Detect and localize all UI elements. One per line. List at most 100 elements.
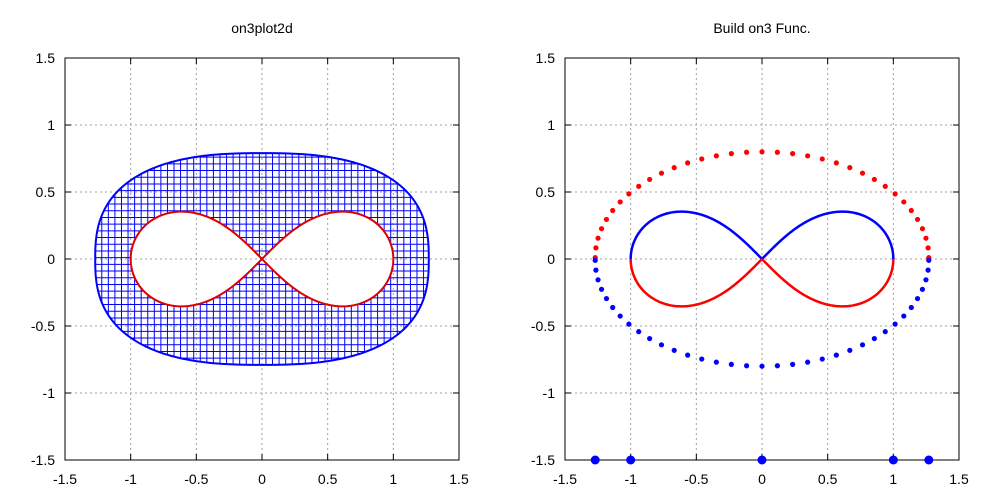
ellipse-upper-point bbox=[759, 149, 765, 155]
axis-marker-point bbox=[757, 455, 767, 465]
ellipse-upper-point bbox=[744, 149, 750, 155]
x-tick-label: 0.5 bbox=[318, 471, 338, 487]
axis-marker-point bbox=[888, 455, 898, 465]
x-tick-label: -0.5 bbox=[684, 471, 708, 487]
ellipse-lower-point bbox=[658, 342, 665, 348]
y-tick-label: 1 bbox=[547, 117, 555, 133]
ellipse-upper-point bbox=[805, 153, 811, 159]
ellipse-upper-point bbox=[626, 191, 632, 197]
ellipse-lower-point bbox=[908, 304, 914, 311]
axis-markers-series bbox=[590, 455, 934, 465]
ellipse-lower-point bbox=[759, 363, 765, 369]
ellipse-lower-point bbox=[595, 277, 601, 283]
y-tick-label: 0 bbox=[47, 251, 55, 267]
ellipse-lower-point bbox=[610, 304, 616, 311]
ellipse-upper-point bbox=[790, 151, 796, 157]
x-tick-label: -0.5 bbox=[184, 471, 208, 487]
lemniscate-curve bbox=[129, 210, 395, 308]
y-tick-label: -0.5 bbox=[531, 318, 555, 334]
ellipse-upper-point bbox=[901, 199, 907, 205]
mesh-boundary bbox=[94, 152, 430, 366]
ellipse-lower-point bbox=[647, 335, 653, 342]
ellipse-upper-point bbox=[914, 216, 921, 223]
axis-marker-point bbox=[590, 455, 600, 465]
ellipse-lower-point bbox=[626, 321, 632, 327]
x-tick-label: -1 bbox=[124, 471, 137, 487]
x-tick-label: 0.5 bbox=[818, 471, 838, 487]
x-tick-label: -1.5 bbox=[553, 471, 577, 487]
ellipse-upper-point bbox=[610, 207, 616, 214]
right-chart-panel: Build on3 Func. -1.5 -1 -0.5 0 0.5 1 1.5 -1.5 -1 -… bbox=[531, 20, 969, 487]
x-tick-label: 0 bbox=[758, 471, 766, 487]
x-tick-label: 1.5 bbox=[449, 471, 469, 487]
x-tick-label: -1.5 bbox=[53, 471, 77, 487]
ellipse-lower-point bbox=[859, 342, 866, 348]
chart-title: Build on3 Func. bbox=[713, 20, 810, 36]
lemniscate-lower-right bbox=[761, 258, 895, 308]
lemniscate-upper-right bbox=[761, 210, 895, 260]
y-tick-label: 0.5 bbox=[36, 184, 56, 200]
ellipse-lower-point bbox=[805, 359, 811, 365]
x-tick-label: 1.5 bbox=[949, 471, 969, 487]
ellipse-upper-point bbox=[833, 160, 839, 166]
ellipse-upper-point bbox=[919, 226, 926, 232]
ellipse-lower-point bbox=[919, 286, 926, 292]
ellipse-lower-point bbox=[685, 352, 691, 358]
y-tick-label: 1.5 bbox=[36, 50, 56, 66]
ellipse-upper-point bbox=[617, 199, 623, 205]
y-tick-label: 0.5 bbox=[536, 184, 556, 200]
ellipse-lower-point bbox=[926, 257, 932, 263]
y-tick-label: 0 bbox=[547, 251, 555, 267]
ellipse-upper-point bbox=[598, 226, 605, 232]
ellipse-lower-point bbox=[882, 329, 888, 335]
ellipse-lower-point bbox=[636, 329, 642, 335]
ellipse-upper-point bbox=[774, 149, 780, 155]
ellipse-lower-point bbox=[744, 363, 750, 369]
ellipse-upper-point bbox=[728, 151, 734, 157]
ellipse-lower-series bbox=[592, 257, 932, 369]
ellipse-lower-point bbox=[833, 352, 839, 358]
ellipse-upper-point bbox=[593, 245, 599, 251]
y-tick-label: 1 bbox=[47, 117, 55, 133]
ellipse-upper-point bbox=[636, 183, 642, 189]
ellipse-lower-point bbox=[728, 361, 734, 367]
ellipse-upper-point bbox=[925, 245, 931, 251]
chart-title: on3plot2d bbox=[231, 20, 293, 36]
plot-frame bbox=[64, 57, 460, 461]
ellipse-upper-point bbox=[699, 156, 705, 162]
x-tick-label: 0 bbox=[258, 471, 266, 487]
ellipse-lower-point bbox=[923, 277, 929, 283]
ellipse-upper-point bbox=[859, 170, 866, 176]
ellipse-upper-point bbox=[871, 176, 877, 183]
ellipse-lower-point bbox=[593, 267, 599, 273]
axis-marker-point bbox=[924, 455, 934, 465]
ellipse-lower-point bbox=[598, 286, 605, 292]
ellipse-lower-point bbox=[847, 347, 853, 353]
y-tick-label: -1 bbox=[543, 385, 556, 401]
ellipse-lower-point bbox=[819, 356, 825, 362]
left-chart-panel: on3plot2d -1.5 -1 -0.5 0 0.5 1 1.5 -1.5 -1 -0.5 0 0.… bbox=[31, 20, 469, 487]
y-tick-label: 1.5 bbox=[536, 50, 556, 66]
x-tick-label: 1 bbox=[889, 471, 897, 487]
ellipse-upper-point bbox=[685, 160, 691, 166]
ellipse-lower-point bbox=[790, 361, 796, 367]
ellipse-upper-point bbox=[882, 183, 888, 189]
ellipse-upper-point bbox=[647, 176, 653, 183]
ellipse-lower-point bbox=[892, 321, 898, 327]
ellipse-upper-point bbox=[819, 156, 825, 162]
ellipse-upper-point bbox=[908, 207, 914, 214]
ellipse-lower-point bbox=[914, 295, 921, 302]
ellipse-lower-point bbox=[925, 267, 931, 273]
ellipse-lower-point bbox=[603, 295, 610, 302]
ellipse-upper-point bbox=[671, 165, 677, 171]
ellipse-upper-point bbox=[595, 235, 601, 241]
ellipse-lower-point bbox=[592, 257, 598, 263]
ellipse-lower-point bbox=[901, 313, 907, 319]
y-tick-label: -1.5 bbox=[31, 452, 55, 468]
lemniscate-upper-left bbox=[629, 210, 763, 260]
ellipse-upper-point bbox=[847, 165, 853, 171]
ellipse-lower-point bbox=[617, 313, 623, 319]
ellipse-upper-point bbox=[658, 170, 665, 176]
y-tick-label: -1 bbox=[43, 385, 56, 401]
